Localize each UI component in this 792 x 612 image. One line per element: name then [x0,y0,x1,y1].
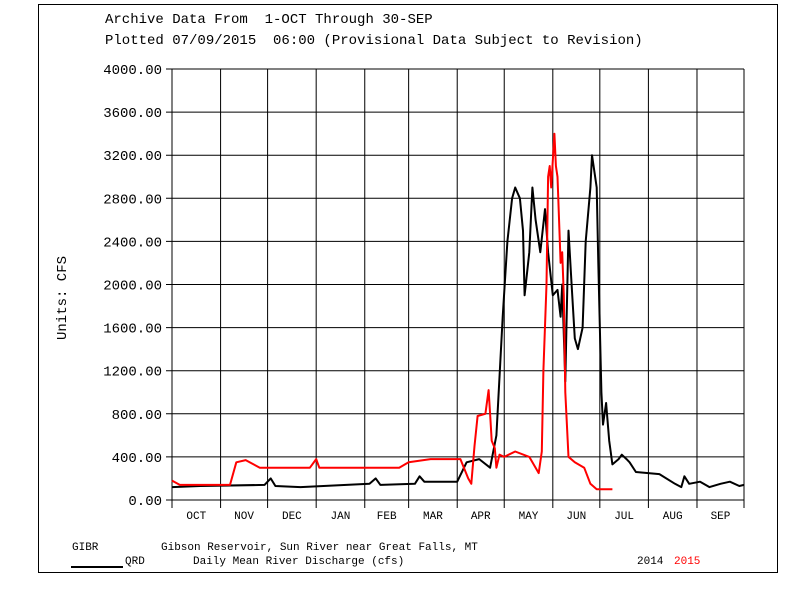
x-tick-label: OCT [186,511,206,523]
y-tick-label: 3600.00 [103,106,162,122]
y-tick-label: 1600.00 [103,322,162,338]
x-tick-label: JUL [614,511,634,523]
legend-year-2015: 2015 [674,556,701,568]
x-tick-label: MAY [519,511,539,523]
series-line-2014 [171,154,745,489]
chart-subtitle: Plotted 07/09/2015 06:00 (Provisional Da… [105,33,643,49]
x-tick-label: AUG [663,511,683,523]
y-tick-label: 4000.00 [103,63,162,79]
x-tick-label: DEC [282,511,302,523]
x-tick-label: SEP [711,511,731,523]
y-tick-label: 2800.00 [103,192,162,208]
x-tick-label: APR [471,511,491,523]
y-tick-label: 2400.00 [103,235,162,251]
legend-parameter-desc: Daily Mean River Discharge (cfs) [193,556,405,568]
x-tick-label: NOV [234,511,254,523]
chart-frame [38,4,778,573]
y-tick-label: 2000.00 [103,279,162,295]
y-tick-label: 3200.00 [103,149,162,165]
y-tick-label: 0.00 [128,494,162,510]
y-tick-label: 1200.00 [103,365,162,381]
legend-year-2014: 2014 [637,556,664,568]
legend-line-swatch [71,566,123,568]
x-tick-label: JAN [331,511,351,523]
y-tick-label: 800.00 [112,408,162,424]
x-tick-label: MAR [423,511,443,523]
x-tick-label: FEB [377,511,397,523]
y-tick-label: 400.00 [112,451,162,467]
chart-title: Archive Data From 1-OCT Through 30-SEP [105,12,433,28]
legend-parameter: QRD [125,556,145,568]
x-tick-label: JUN [566,511,586,523]
legend-station-name: Gibson Reservoir, Sun River near Great F… [161,542,478,554]
legend-station: GIBR [72,542,99,554]
series-line-2015 [171,132,613,491]
